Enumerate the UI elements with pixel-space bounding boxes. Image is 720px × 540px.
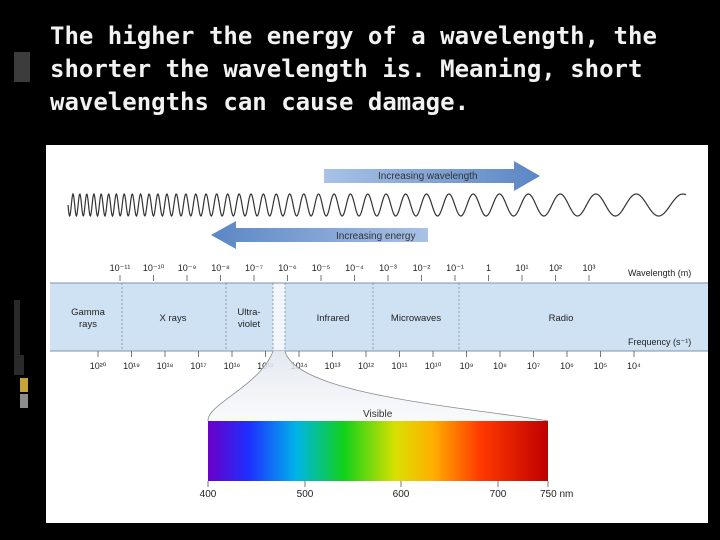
region-label: Microwaves [391, 313, 441, 324]
visible-tick-label: 700 [490, 489, 507, 500]
increasing-energy-arrow [211, 221, 428, 249]
wavelength-tick-label: 10⁻¹⁰ [143, 263, 165, 273]
wavelength-tick-label: 10⁻⁶ [278, 263, 297, 273]
title-emphasis: wavelength [440, 22, 585, 50]
decorative-bar [14, 300, 20, 360]
region-label: rays [79, 319, 97, 330]
visible-tick-labels: 400 500 600 700 750 nm [200, 481, 573, 500]
wavelength-tick-label: 1 [486, 263, 491, 273]
frequency-tick-label: 10⁴ [627, 361, 641, 371]
title-emphasis: higher [107, 22, 195, 50]
wavelength-axis-label: Wavelength (m) [628, 268, 691, 278]
frequency-tick-label: 10¹¹ [391, 361, 407, 371]
frequency-tick-label: 10⁵ [594, 361, 608, 371]
visible-cone-left-edge [207, 350, 274, 422]
wavelength-tick-label: 10⁻¹ [446, 263, 464, 273]
frequency-tick-label: 10¹⁶ [224, 361, 241, 371]
title-text: The [50, 22, 108, 50]
wavelength-tick-label: 10⁻³ [379, 263, 397, 273]
frequency-tick-label: 10⁸ [493, 361, 507, 371]
increasing-wavelength-arrow [324, 161, 540, 191]
wavelength-tick-label: 10³ [582, 263, 595, 273]
visible-tick-label: 600 [393, 489, 410, 500]
wavelength-tick-labels: 10⁻¹¹ 10⁻¹⁰ 10⁻⁹ 10⁻⁸ 10⁻⁷ 10⁻⁶ 10⁻⁵ 10⁻⁴ 10⁻³ 10… [110, 263, 596, 281]
wavelength-tick-label: 10⁻² [413, 263, 431, 273]
region-label: Gamma [71, 307, 106, 318]
wavelength-tick-label: 10⁻⁸ [211, 263, 230, 273]
title-text: wavelengths can cause damage. [50, 88, 470, 116]
frequency-tick-label: 10¹⁷ [190, 361, 206, 371]
region-label: X rays [160, 313, 187, 324]
title-text: , the [584, 22, 657, 50]
region-label: Infrared [317, 313, 350, 324]
visible-label: Visible [363, 409, 393, 420]
increasing-energy-label: Increasing energy [336, 231, 416, 242]
em-spectrum-figure: Increasing wavelength Increasing energy … [46, 145, 708, 523]
frequency-tick-label: 10⁷ [527, 361, 540, 371]
region-label: violet [238, 319, 261, 330]
region-dividers [121, 283, 460, 351]
frequency-tick-label: 10⁶ [560, 361, 574, 371]
wavelength-tick-label: 10⁻⁵ [312, 263, 331, 273]
visible-tick-label: 400 [200, 489, 217, 500]
increasing-wavelength-label: Increasing wavelength [378, 171, 478, 182]
wavelength-tick-label: 10⁻⁴ [345, 263, 364, 273]
visible-spectrum-bar [208, 421, 548, 481]
wave-line [67, 192, 687, 218]
frequency-tick-label: 10⁹ [460, 361, 474, 371]
wavelength-tick-label: 10⁻⁹ [178, 263, 197, 273]
frequency-tick-labels: 10²⁰10¹⁹10¹⁸10¹⁷10¹⁶10¹⁵10¹⁴10¹³10¹²10¹¹… [90, 351, 641, 371]
frequency-axis-label: Frequency (s⁻¹) [628, 337, 691, 347]
title-emphasis: short [570, 55, 643, 83]
region-label: Radio [549, 313, 574, 324]
spectrum-band [50, 283, 708, 351]
frequency-tick-label: 10¹⁰ [425, 361, 442, 371]
em-spectrum-diagram: Increasing wavelength Increasing energy … [50, 145, 708, 523]
wavelength-tick-label: 10² [549, 263, 562, 273]
decorative-bar [14, 355, 24, 375]
frequency-tick-label: 10²⁰ [90, 361, 107, 371]
frequency-tick-label: 10¹⁹ [123, 361, 140, 371]
frequency-tick-label: 10¹⁸ [157, 361, 174, 371]
decorative-bar [14, 52, 30, 82]
visible-cone [207, 351, 548, 421]
title-text: the energy of a [194, 22, 441, 50]
region-label: Ultra- [237, 307, 260, 318]
title-emphasis: shorter [50, 55, 152, 83]
visible-tick-label: 500 [297, 489, 314, 500]
visible-tick-label: 750 nm [540, 489, 573, 500]
wavelength-tick-label: 10¹ [515, 263, 528, 273]
decorative-bar [20, 378, 28, 392]
title-text: the wavelength is. Meaning, [151, 55, 571, 83]
visible-cone-right-edge [284, 350, 549, 422]
wavelength-tick-label: 10⁻⁷ [245, 263, 263, 273]
frequency-tick-label: 10¹³ [324, 361, 340, 371]
wavelength-tick-label: 10⁻¹¹ [110, 263, 131, 273]
frequency-tick-label: 10¹⁴ [291, 361, 308, 371]
frequency-tick-label: 10¹² [358, 361, 374, 371]
slide-title: The higher the energy of a wavelength, t… [50, 20, 710, 119]
visible-window [273, 283, 285, 351]
decorative-bar [20, 394, 28, 408]
